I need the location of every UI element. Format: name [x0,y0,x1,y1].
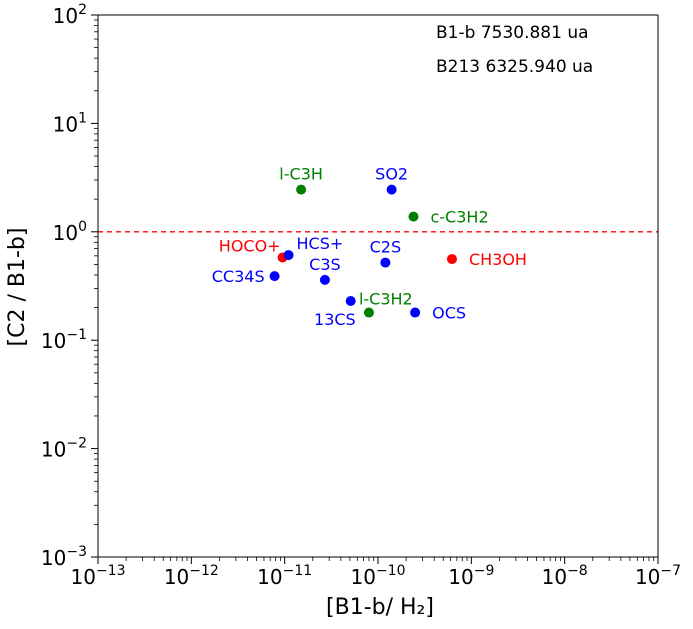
data-label-hcs+: HCS+ [297,234,344,253]
data-label-cc34s: CC34S [212,267,265,286]
y-tick-base: 10 [53,112,78,136]
y-tick-base: 10 [41,329,66,353]
y-tick-base: 10 [53,221,78,245]
ticks-layer: 10−13 10−12 10−11 10−10 10−9 10−8 10−710−310−2… [41,2,681,589]
data-label-c2s: C2S [370,238,402,257]
annotation-b1b: B1-b 7530.881 ua [436,23,589,43]
data-label-ocs: OCS [432,304,466,323]
data-point-l-c3h [296,184,307,195]
x-tick-label: 10−13 [71,563,126,589]
data-label-ch3oh: CH3OH [469,250,527,269]
x-tick-exponent: −11 [283,563,313,579]
y-tick-exponent: 2 [78,2,87,18]
annotation-b213: B213 6325.940 ua [436,57,593,77]
data-label-13cs: 13CS [314,310,356,329]
data-point-c3s [319,274,330,285]
x-tick-base: 10 [164,565,189,589]
x-tick-label: 10−7 [635,563,681,589]
x-axis-title: [B1-b/ H₂] [326,595,434,620]
x-tick-base: 10 [542,565,567,589]
y-tick-exponent: 0 [78,219,87,235]
x-tick-label: 10−11 [257,563,312,589]
y-tick-label: 101 [53,110,87,136]
x-tick-base: 10 [635,565,660,589]
y-axis-title: [C2 / B1-b] [5,228,30,347]
y-tick-base: 10 [41,438,66,462]
data-point-c-c3h2 [408,211,419,222]
data-label-l-c3h2: l-C3H2 [359,290,413,309]
x-tick-exponent: −8 [567,563,588,579]
x-tick-exponent: −9 [474,563,495,579]
y-tick-label: 100 [53,219,87,245]
x-tick-base: 10 [71,565,96,589]
y-tick-label: 102 [53,2,87,28]
x-tick-base: 10 [448,565,473,589]
data-point-c2s [380,257,391,268]
x-tick-label: 10−9 [448,563,494,589]
data-label-l-c3h: l-C3H [279,165,323,184]
x-tick-base: 10 [257,565,282,589]
data-point-hcs+ [283,250,294,261]
y-tick-exponent: −3 [66,544,87,560]
data-label-so2: SO2 [375,165,408,184]
x-tick-label: 10−10 [351,563,406,589]
y-tick-label: 10−1 [41,327,87,353]
data-point-ch3oh [446,254,457,265]
y-tick-exponent: −1 [66,327,87,343]
data-label-c3s: C3S [309,255,341,274]
x-tick-exponent: −7 [660,563,681,579]
data-point-ocs [410,307,421,318]
data-point-13cs [345,295,356,306]
y-tick-base: 10 [41,546,66,570]
y-tick-label: 10−2 [41,436,87,462]
y-tick-exponent: −2 [66,436,87,452]
data-label-c-c3h2: c-C3H2 [430,208,488,227]
data-point-cc34s [269,271,280,282]
x-tick-base: 10 [351,565,376,589]
x-tick-exponent: −13 [96,563,126,579]
x-tick-label: 10−8 [542,563,588,589]
points-layer: l-C3H SO2 c-C3H2 HOCO+ HCS+ C2S CH3OH CC34S C3S l… [212,165,527,329]
data-point-l-c3h2 [363,307,374,318]
y-tick-label: 10−3 [41,544,87,570]
x-tick-exponent: −12 [189,563,219,579]
data-label-hoco+: HOCO+ [219,236,281,255]
y-tick-base: 10 [53,4,78,28]
y-tick-exponent: 1 [78,110,87,126]
x-tick-label: 10−12 [164,563,219,589]
x-tick-exponent: −10 [376,563,406,579]
data-point-so2 [386,184,397,195]
plot-frame [97,14,659,558]
